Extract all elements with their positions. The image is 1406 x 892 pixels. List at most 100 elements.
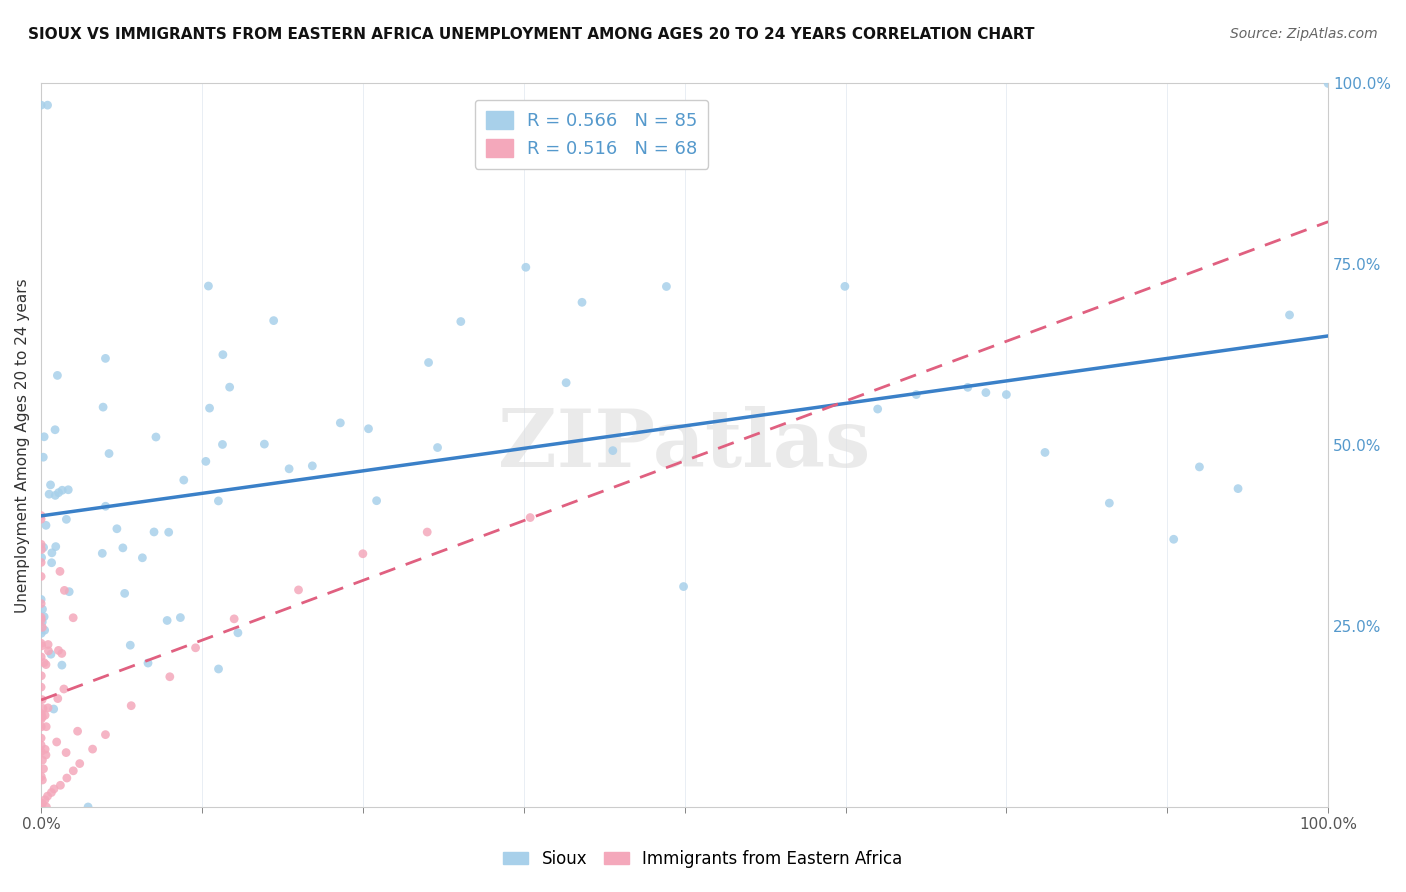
Point [866,402,889,417]
Point [34,708,56,723]
Point [30,731,52,745]
Point [120,698,142,713]
Point [34,624,56,638]
Point [42,702,65,716]
Point [32,541,55,555]
Point [30,649,52,664]
Point [30,610,52,624]
Point [995,387,1018,401]
Point [602,443,624,458]
Point [352,547,374,561]
Point [145,430,167,444]
Point [1163,533,1185,547]
Point [62,611,84,625]
Point [35,800,58,814]
Point [30,712,52,726]
Point [32,701,55,715]
Point [519,510,541,524]
Point [91,400,114,414]
Point [35,720,58,734]
Point [30,98,52,112]
Point [45,540,67,554]
Point [655,279,678,293]
Point [278,462,301,476]
Point [53,583,76,598]
Point [45,735,67,749]
Point [30,556,52,570]
Point [30,597,52,611]
Point [30,770,52,784]
Point [41,785,63,799]
Point [571,295,593,310]
Point [30,512,52,526]
Point [39,647,62,661]
Point [156,614,179,628]
Point [1227,482,1250,496]
Point [49,778,72,792]
Point [30,738,52,752]
Point [301,458,323,473]
Point [157,525,180,540]
Point [30,508,52,523]
Point [30,720,52,734]
Point [253,437,276,451]
Point [131,550,153,565]
Point [30,626,52,640]
Point [114,586,136,600]
Point [48,485,70,500]
Point [184,640,207,655]
Point [51,658,73,673]
Point [30,680,52,694]
Point [329,416,352,430]
Point [94,728,117,742]
Text: Source: ZipAtlas.com: Source: ZipAtlas.com [1230,27,1378,41]
Point [55,746,77,760]
Point [287,582,309,597]
Point [91,546,114,560]
Point [58,584,80,599]
Point [46,368,69,383]
Point [46,691,69,706]
Point [82,742,104,756]
Point [366,493,388,508]
Text: SIOUX VS IMMIGRANTS FROM EASTERN AFRICA UNEMPLOYMENT AMONG AGES 20 TO 24 YEARS C: SIOUX VS IMMIGRANTS FROM EASTERN AFRICA … [28,27,1035,42]
Point [52,681,75,696]
Point [31,602,53,616]
Point [37,98,59,112]
Point [173,473,195,487]
Point [62,764,84,778]
Point [30,800,52,814]
Point [41,556,63,570]
Point [197,279,219,293]
Point [1188,459,1211,474]
Point [515,260,537,275]
Point [416,524,439,539]
Point [1098,496,1121,510]
Point [77,800,100,814]
Point [357,422,380,436]
Point [31,772,53,787]
Point [34,793,56,807]
Text: ZIPatlas: ZIPatlas [499,406,870,484]
Legend: R = 0.566   N = 85, R = 0.516   N = 68: R = 0.566 N = 85, R = 0.516 N = 68 [475,100,709,169]
Point [37,638,59,652]
Point [169,610,191,624]
Point [31,692,53,706]
Point [35,518,58,533]
Point [94,351,117,366]
Point [30,669,52,683]
Point [98,446,121,460]
Point [37,789,59,804]
Point [198,401,221,416]
Point [69,756,91,771]
Point [35,657,58,672]
Point [212,348,235,362]
Point [32,430,55,444]
Point [37,701,59,715]
Point [207,662,229,676]
Point [39,478,62,492]
Point [974,385,997,400]
Point [30,613,52,627]
Point [31,797,53,811]
Point [1033,445,1056,459]
